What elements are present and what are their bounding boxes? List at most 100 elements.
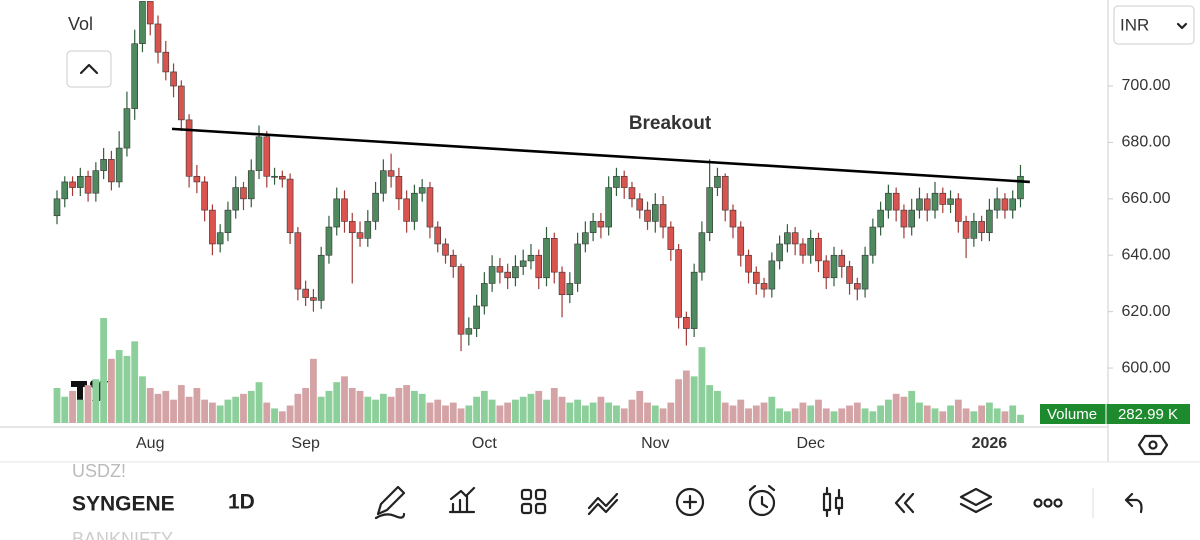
- layout-tool[interactable]: [520, 488, 547, 515]
- candle-body: [861, 254, 869, 290]
- candle-body: [310, 297, 317, 301]
- candle-body: [77, 175, 84, 188]
- volume-bar: [255, 382, 263, 423]
- candle-body: [877, 209, 884, 228]
- volume-bar: [807, 405, 815, 423]
- candle-body: [620, 175, 628, 188]
- volume-bar: [473, 396, 480, 423]
- chart-style-tool[interactable]: [822, 486, 844, 518]
- candle-body: [683, 316, 690, 329]
- candle-body: [659, 204, 667, 228]
- candle-body: [589, 221, 597, 233]
- alert-tool[interactable]: [748, 484, 776, 517]
- volume-bar: [768, 396, 776, 423]
- candle-body: [667, 226, 675, 250]
- candle-body: [123, 108, 131, 149]
- volume-bar: [480, 390, 488, 423]
- add-tool[interactable]: [675, 487, 705, 517]
- volume-bar: [146, 388, 154, 423]
- candle-body: [473, 305, 480, 329]
- volume-bar: [931, 408, 939, 423]
- volume-bar: [240, 393, 247, 423]
- candle-body: [846, 266, 853, 284]
- candle-body: [216, 232, 224, 245]
- volume-bar: [263, 402, 271, 423]
- volume-bar: [543, 399, 550, 423]
- x-tick-label: Dec: [796, 435, 824, 452]
- replay-tool[interactable]: [894, 492, 915, 514]
- volume-bar: [993, 408, 1001, 423]
- volume-bar: [185, 396, 193, 423]
- x-tick-label: Nov: [641, 435, 669, 452]
- volume-bar: [426, 402, 434, 423]
- candle-body: [869, 226, 877, 256]
- volume-bar: [201, 399, 209, 423]
- candle-body: [53, 198, 61, 217]
- candle-body: [240, 187, 247, 200]
- currency-dropdown[interactable]: INR: [1113, 5, 1195, 45]
- volume-bar: [791, 408, 799, 423]
- volume-bar: [939, 411, 947, 423]
- volume-bar: [752, 405, 760, 423]
- volume-bar: [449, 402, 457, 423]
- candle-body: [426, 187, 434, 228]
- candle-body: [209, 209, 216, 245]
- panel-label: Vol: [68, 14, 93, 34]
- candle-body: [465, 328, 473, 335]
- candle-body: [644, 209, 651, 222]
- collapse-button[interactable]: [66, 50, 112, 88]
- candle-body: [146, 1, 154, 25]
- volume-bar: [356, 390, 364, 423]
- candle-body: [387, 170, 395, 177]
- annotation-label: Breakout: [629, 113, 712, 134]
- volume-bar: [659, 408, 667, 423]
- volume-bar: [581, 405, 589, 423]
- candle-body: [333, 198, 341, 228]
- draw-tool[interactable]: [374, 485, 406, 520]
- volume-bar: [558, 396, 566, 423]
- volume-bar: [488, 399, 496, 423]
- compare-tool[interactable]: [587, 492, 619, 516]
- symbol-current[interactable]: SYNGENE: [72, 493, 175, 516]
- volume-bar: [962, 408, 970, 423]
- undo-tool[interactable]: [1124, 492, 1143, 514]
- volume-bar: [154, 393, 162, 423]
- candle-body: [752, 271, 760, 284]
- volume-bar: [395, 388, 403, 423]
- interval[interactable]: 1D: [228, 491, 255, 514]
- candle-body: [488, 266, 496, 284]
- candle-body: [892, 192, 900, 211]
- volume-bar: [403, 385, 411, 423]
- candle-body: [255, 136, 263, 171]
- indicators-tool[interactable]: [448, 486, 476, 514]
- symbol-prev[interactable]: USDZ!: [72, 461, 126, 481]
- candle-body: [854, 283, 861, 290]
- volume-bar: [1009, 405, 1017, 423]
- volume-bar: [628, 399, 636, 423]
- candle-body: [838, 254, 846, 267]
- volume-bar: [193, 388, 201, 423]
- candle-body: [69, 181, 76, 188]
- volume-bar: [76, 399, 84, 423]
- volume-bar: [278, 411, 286, 423]
- candle-body: [698, 232, 706, 273]
- volume-bar: [434, 399, 442, 423]
- candle-body: [317, 254, 325, 301]
- candle-body: [271, 175, 278, 178]
- volume-bar: [737, 399, 745, 423]
- settings-button[interactable]: [1137, 434, 1169, 456]
- volume-bar: [84, 385, 92, 423]
- volume-bar: [232, 396, 240, 423]
- symbol-next[interactable]: BANKNIFTY: [72, 529, 173, 540]
- candle-body: [263, 136, 271, 177]
- candle-body: [418, 187, 426, 194]
- trend-line: [171, 127, 1030, 184]
- candle-body: [100, 159, 107, 171]
- candle-body: [481, 283, 488, 307]
- layers-tool[interactable]: [959, 487, 993, 514]
- candle-body: [341, 198, 348, 222]
- more-tool[interactable]: [1033, 498, 1063, 508]
- candle-body: [908, 209, 916, 228]
- candle-body: [535, 254, 543, 279]
- candle-body: [776, 243, 783, 262]
